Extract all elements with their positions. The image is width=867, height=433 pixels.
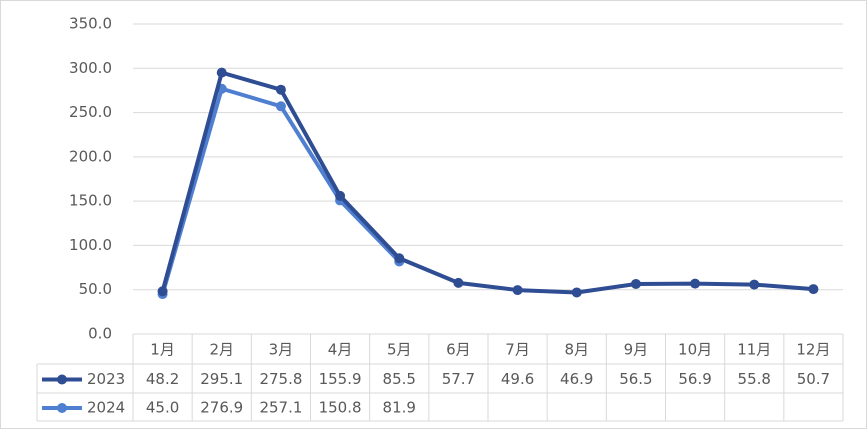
y-tick-label: 300.0 xyxy=(69,59,112,77)
x-tick-label: 3月 xyxy=(269,341,294,359)
x-tick-label: 10月 xyxy=(678,341,712,359)
series-marker xyxy=(275,84,286,95)
y-tick-label: 50.0 xyxy=(79,280,112,298)
y-tick-label: 350.0 xyxy=(69,15,112,33)
series-marker xyxy=(216,67,227,78)
legend-key xyxy=(57,403,67,413)
table-value: 50.7 xyxy=(797,370,830,388)
series-marker xyxy=(512,285,523,296)
x-tick-label: 4月 xyxy=(328,341,353,359)
table-value: 257.1 xyxy=(259,399,302,417)
table-value: 56.9 xyxy=(678,370,711,388)
x-tick-label: 7月 xyxy=(505,341,530,359)
y-tick-label: 0.0 xyxy=(88,325,112,343)
table-value: 56.5 xyxy=(619,370,652,388)
x-tick-label: 5月 xyxy=(387,341,412,359)
table-value: 45.0 xyxy=(146,399,179,417)
x-tick-label: 8月 xyxy=(564,341,589,359)
table-value: 46.9 xyxy=(560,370,593,388)
series-marker xyxy=(571,287,582,298)
series-marker xyxy=(749,279,760,290)
x-tick-label: 9月 xyxy=(624,341,649,359)
x-tick-label: 6月 xyxy=(446,341,471,359)
legend-label: 2023 xyxy=(87,370,125,388)
series-marker xyxy=(335,190,346,201)
legend-label: 2024 xyxy=(87,399,125,417)
table-value: 275.8 xyxy=(259,370,302,388)
x-tick-label: 2月 xyxy=(209,341,234,359)
x-tick-label: 12月 xyxy=(796,341,830,359)
x-tick-label: 11月 xyxy=(737,341,771,359)
y-tick-label: 200.0 xyxy=(69,147,112,165)
y-tick-label: 150.0 xyxy=(69,192,112,210)
y-tick-label: 250.0 xyxy=(69,103,112,121)
table-value: 81.9 xyxy=(383,399,416,417)
table-value: 57.7 xyxy=(442,370,475,388)
table-value: 155.9 xyxy=(319,370,362,388)
table-value: 295.1 xyxy=(200,370,243,388)
series-marker xyxy=(453,277,464,288)
series-marker xyxy=(630,278,641,289)
x-tick-label: 1月 xyxy=(150,341,175,359)
y-tick-label: 100.0 xyxy=(69,236,112,254)
series-marker xyxy=(690,278,701,289)
table-value: 48.2 xyxy=(146,370,179,388)
table-value: 150.8 xyxy=(319,399,362,417)
series-marker xyxy=(394,253,405,264)
series-marker xyxy=(808,284,819,295)
table-value: 276.9 xyxy=(200,399,243,417)
table-value: 85.5 xyxy=(383,370,416,388)
legend-key xyxy=(57,374,67,385)
series-line xyxy=(160,70,814,295)
table-value: 49.6 xyxy=(501,370,534,388)
series-marker xyxy=(275,101,286,112)
series-marker xyxy=(157,286,168,297)
table-value: 55.8 xyxy=(738,370,771,388)
